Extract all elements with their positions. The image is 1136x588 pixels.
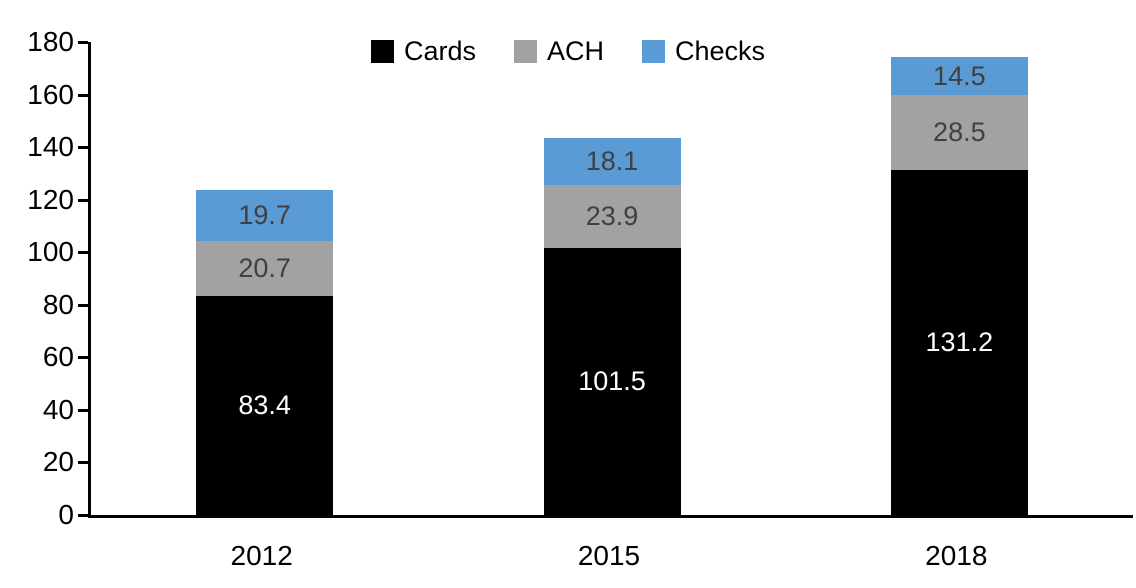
plot-area: 83.4 20.7 19.7 101.5 23.9 18.1 131.2 28.5 14.5	[78, 41, 1133, 518]
chart-legend: Cards ACH Checks	[0, 36, 1136, 67]
legend-item-ach: ACH	[513, 36, 604, 67]
y-axis-tick	[78, 303, 88, 307]
legend-item-checks: Checks	[642, 36, 765, 67]
y-axis-tick-label: 100	[27, 236, 74, 268]
x-axis-tick-label: 2015	[577, 540, 641, 571]
y-axis-tick	[78, 41, 88, 44]
y-axis-tick	[78, 356, 88, 360]
legend-label: Cards	[403, 36, 476, 66]
y-axis-tick-label: 60	[42, 341, 74, 373]
y-axis-tick	[78, 408, 88, 412]
y-axis-tick-label: 80	[42, 288, 74, 320]
y-axis-tick-label: 180	[27, 26, 74, 57]
data-label: 18.1	[585, 146, 639, 177]
data-label: 23.9	[585, 201, 639, 232]
y-axis-tick-label: 20	[42, 446, 74, 478]
y-axis-tick-label: 0	[58, 499, 74, 530]
bar-segment-2015-checks: 18.1	[543, 137, 681, 186]
data-label: 28.5	[933, 117, 986, 148]
data-label: 131.2	[925, 327, 994, 358]
bar-segment-2018-cards: 131.2	[890, 170, 1028, 515]
legend-label: Checks	[675, 36, 766, 66]
bar-segment-2015-ach: 23.9	[543, 185, 681, 249]
y-axis-tick-label: 140	[27, 131, 74, 163]
bar-segment-2015-cards: 101.5	[543, 248, 681, 515]
data-label: 83.4	[238, 389, 291, 420]
y-axis-tick-label: 120	[27, 183, 74, 215]
y-axis-tick	[78, 514, 88, 517]
y-axis-tick-label: 160	[27, 78, 74, 110]
data-label: 19.7	[238, 200, 291, 231]
x-axis-tick-label: 2012	[230, 540, 293, 571]
legend-label: ACH	[546, 36, 604, 66]
legend-item-cards: Cards	[370, 36, 476, 67]
legend-swatch-cards	[370, 40, 394, 63]
y-axis-tick	[78, 146, 88, 150]
x-axis-tick-label: 2018	[925, 540, 988, 571]
y-axis-tick-label: 40	[42, 393, 74, 425]
y-axis-tick	[78, 93, 88, 97]
data-label: 20.7	[238, 253, 291, 284]
y-axis-tick	[78, 251, 88, 255]
data-label: 14.5	[933, 60, 986, 91]
y-axis-tick	[78, 198, 88, 202]
bar-segment-2012-cards: 83.4	[196, 295, 334, 515]
legend-swatch-ach	[513, 40, 537, 63]
bar-segment-2018-checks: 14.5	[890, 57, 1028, 96]
bar-segment-2012-ach: 20.7	[196, 241, 334, 296]
bar-segment-2018-ach: 28.5	[890, 95, 1028, 171]
y-axis-tick	[78, 461, 88, 465]
legend-swatch-checks	[642, 40, 665, 63]
data-label: 101.5	[578, 366, 646, 397]
bar-segment-2012-checks: 19.7	[196, 189, 334, 242]
